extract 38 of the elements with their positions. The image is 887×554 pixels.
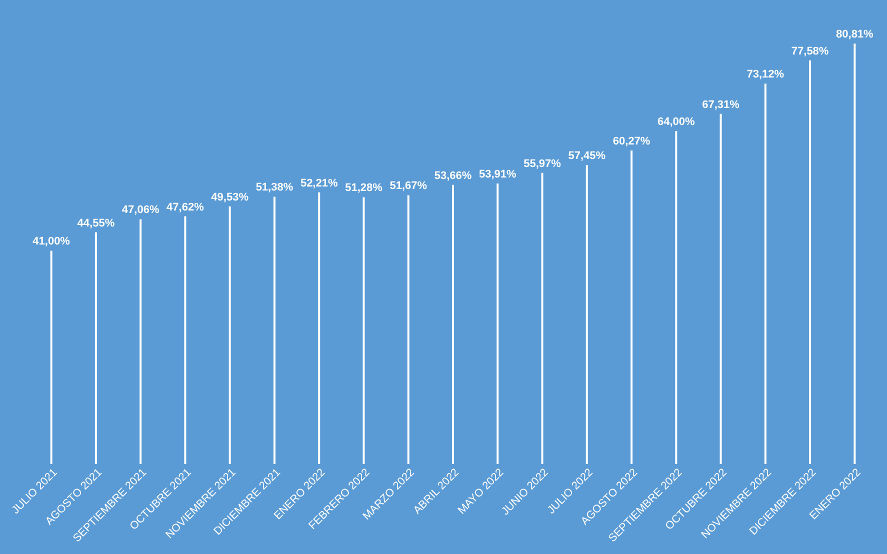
data-label: 44,55% (77, 217, 115, 230)
bar (362, 197, 365, 464)
bar (452, 184, 454, 464)
bar (94, 232, 97, 464)
bar (50, 250, 52, 464)
bar (184, 216, 186, 464)
data-label: 80,81% (836, 28, 874, 41)
bar (854, 44, 856, 464)
bar (140, 219, 142, 464)
data-label: 51,28% (345, 182, 383, 194)
data-label: 51,38% (256, 182, 294, 194)
data-label: 60,27% (612, 135, 650, 148)
data-label: 51,67% (390, 180, 428, 192)
bar (764, 84, 766, 464)
bar (228, 206, 231, 464)
data-label: 53,91% (478, 168, 516, 181)
bar (720, 114, 722, 464)
data-label: 53,66% (434, 170, 472, 182)
bar (809, 60, 812, 464)
bar (407, 195, 410, 464)
data-label: 55,97% (524, 158, 562, 170)
data-label: 52,21% (300, 177, 338, 190)
data-label: 73,12% (746, 68, 784, 81)
data-label: 64,00% (658, 116, 696, 128)
data-label: 41,00% (32, 236, 70, 248)
bar (630, 150, 633, 464)
data-label: 57,45% (568, 150, 606, 162)
data-label: 47,06% (122, 204, 160, 216)
bar (496, 184, 499, 464)
bar (541, 172, 544, 464)
data-label: 47,62% (166, 201, 204, 214)
data-label: 77,58% (791, 45, 829, 58)
bar (675, 131, 678, 464)
data-label: 49,53% (211, 191, 249, 204)
bar (273, 196, 276, 464)
bar (586, 165, 588, 464)
bar (318, 192, 320, 464)
data-label: 67,31% (702, 98, 740, 111)
